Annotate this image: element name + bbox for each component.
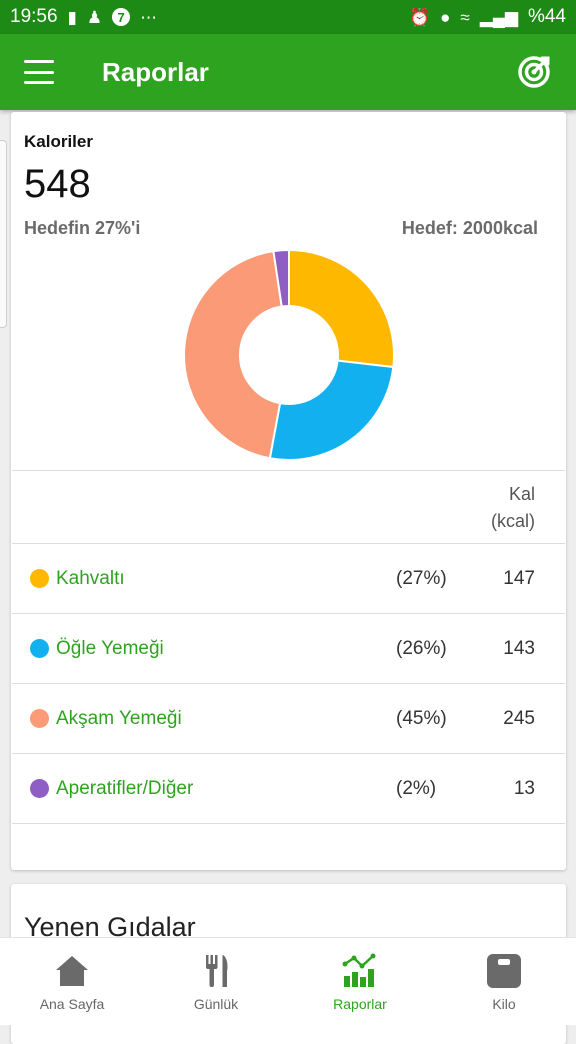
wifi-icon: ≈ <box>460 7 470 27</box>
table-header: Kal (kcal) <box>12 471 565 544</box>
meal-kcal: 13 <box>513 778 535 799</box>
lunch-color-dot <box>30 639 49 658</box>
meal-percent: (2%) <box>396 778 437 799</box>
goal-kcal: Hedef: 2000kcal <box>401 218 538 238</box>
meal-percent: (26%) <box>396 638 447 659</box>
menu-button[interactable] <box>24 60 54 84</box>
location-icon: ● <box>440 7 451 27</box>
meal-name: Akşam Yemeği <box>56 708 182 729</box>
donut-slice-lunch <box>268 359 395 461</box>
nav-home-label: Ana Sayfa <box>39 996 105 1012</box>
snacks-color-dot <box>30 779 49 798</box>
nav-reports-label: Raporlar <box>333 996 387 1012</box>
dinner-color-dot <box>30 709 49 728</box>
meal-row-lunch[interactable]: Öğle Yemeği (26%) 143 <box>12 614 565 684</box>
meal-kcal: 143 <box>503 638 535 659</box>
side-drawer-handle[interactable] <box>0 140 7 328</box>
message-icon: ▮ <box>67 7 77 27</box>
nav-diary-label: Günlük <box>193 996 239 1012</box>
calorie-donut-chart <box>183 248 395 461</box>
alarm-icon: ⏰ <box>408 7 431 27</box>
nav-weight-label: Kilo <box>492 996 516 1012</box>
page-title: Raporlar <box>102 56 209 87</box>
reports-chart-icon <box>342 953 376 987</box>
calories-card: Kaloriler 548 Hedefin 27%'i Hedef: 2000k… <box>11 112 566 870</box>
meal-percent: (45%) <box>396 708 447 729</box>
calories-value: 548 <box>24 162 91 206</box>
nav-weight[interactable]: Kilo <box>432 938 576 1025</box>
home-icon <box>56 956 88 986</box>
donut-slice-breakfast <box>288 248 395 369</box>
bottom-navigation: Ana Sayfa Günlük Raporlar <box>0 937 576 1025</box>
meal-table: Kal (kcal) Kahvaltı (27%) 147 Öğle Yemeğ… <box>12 470 565 824</box>
app-badge-icon: 7 <box>112 8 131 26</box>
meal-kcal: 245 <box>503 708 535 729</box>
meal-name: Öğle Yemeği <box>56 638 164 659</box>
goal-target-icon[interactable] <box>516 54 552 90</box>
nav-reports[interactable]: Raporlar <box>288 938 432 1025</box>
fork-knife-icon <box>206 955 228 987</box>
breakfast-color-dot <box>30 569 49 588</box>
nav-home[interactable]: Ana Sayfa <box>0 938 144 1025</box>
scale-icon <box>487 954 521 988</box>
nav-diary[interactable]: Günlük <box>144 938 288 1025</box>
notification-icon: ♟ <box>86 7 103 27</box>
meal-row-dinner[interactable]: Akşam Yemeği (45%) 245 <box>12 684 565 754</box>
more-notifications-icon: ⋯ <box>140 7 158 27</box>
kal-header-label: Kal <box>508 484 535 504</box>
status-time: 19:56 <box>10 6 58 27</box>
app-bar: Raporlar <box>0 34 576 110</box>
meal-percent: (27%) <box>396 568 447 589</box>
meal-kcal: 147 <box>503 568 535 589</box>
kal-column-header: Kal (kcal) <box>491 481 535 535</box>
meal-name: Kahvaltı <box>56 568 125 589</box>
signal-icon: ▂▄▆ <box>479 7 518 27</box>
meal-row-breakfast[interactable]: Kahvaltı (27%) 147 <box>12 544 565 614</box>
goal-percent: Hedefin 27%'i <box>24 218 141 238</box>
meal-name: Aperatifler/Diğer <box>56 778 194 799</box>
kal-header-unit: (kcal) <box>491 511 535 531</box>
donut-slice-snacks <box>272 248 290 308</box>
calories-label: Kaloriler <box>24 132 93 151</box>
donut-slice-dinner <box>183 250 283 460</box>
battery-level: %44 <box>527 6 566 27</box>
hamburger-icon <box>24 60 54 63</box>
status-bar: 19:56 ▮ ♟ 7 ⋯ ⏰ ● ≈ ▂▄▆ %44 <box>0 0 576 34</box>
meal-row-snacks[interactable]: Aperatifler/Diğer (2%) 13 <box>12 754 565 824</box>
